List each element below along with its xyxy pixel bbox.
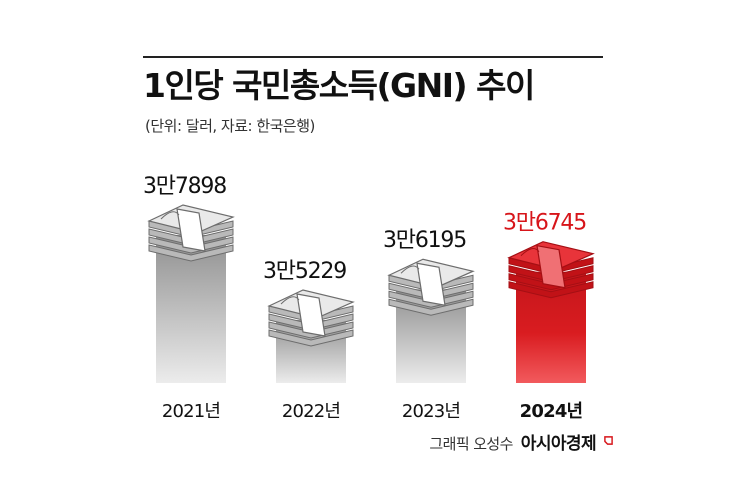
bar-group: 3만5229 2022년 [263, 259, 355, 422]
value-label: 3만7898 [143, 174, 226, 199]
category-label: 2023년 [402, 401, 460, 422]
money-stack-icon [147, 204, 235, 262]
value-label: 3만6195 [383, 228, 466, 253]
credit-line: 그래픽 오성수 아시아경제 [429, 429, 613, 454]
money-stack-icon [267, 289, 355, 347]
bar-group: 3만6745 2024년 [503, 211, 595, 422]
chart-title: 1인당 국민총소득(GNI) 추이 [143, 66, 535, 105]
money-stack-icon [507, 241, 595, 299]
money-stack-icon [387, 258, 475, 316]
value-label: 3만6745 [503, 211, 586, 236]
brand-logo-mark-icon [604, 436, 613, 445]
category-label: 2022년 [282, 401, 340, 422]
chart-subtitle: (단위: 달러, 자료: 한국은행) [145, 117, 315, 135]
bar-group: 3만6195 2023년 [383, 228, 475, 422]
graphic-credit: 그래픽 오성수 [429, 435, 513, 453]
category-label: 2024년 [520, 401, 583, 422]
title-rule [143, 56, 603, 58]
value-label: 3만5229 [263, 259, 346, 284]
brand-name: 아시아경제 [520, 434, 597, 454]
category-label: 2021년 [162, 401, 220, 422]
bar-group: 3만7898 2021년 [143, 174, 235, 422]
